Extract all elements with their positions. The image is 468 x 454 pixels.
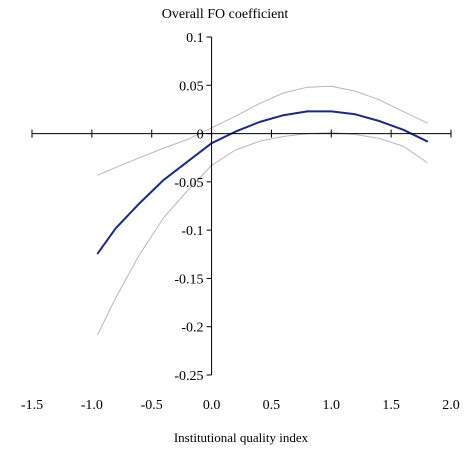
x-tick-label: 0.5: [263, 398, 281, 413]
x-tick-label: 1.5: [382, 398, 400, 413]
y-tick-label: -0.25: [174, 369, 203, 384]
y-tick-label: 0: [197, 128, 204, 143]
chart-title: Overall FO coefficient: [162, 7, 289, 22]
x-tick-label: -0.5: [141, 398, 163, 413]
series-layer: [96, 85, 429, 335]
y-tick-label: -0.15: [174, 272, 203, 287]
series-line-estimate: [96, 110, 429, 255]
tick-layer: -1.5 -1.0 -0.5 0.0 0.5 1.0 1.5 2.0 0.1 0.05 0 -0.05…: [21, 31, 460, 413]
x-tick-label: -1.0: [81, 398, 103, 413]
y-tick-label: -0.2: [181, 321, 203, 336]
axis-layer: [32, 37, 451, 375]
y-tick-label: -0.05: [174, 176, 203, 191]
x-axis-label: Institutional quality index: [174, 430, 309, 445]
x-tick-label: 2.0: [442, 398, 460, 413]
y-tick-label: 0.05: [179, 79, 204, 94]
x-tick-label: 0.0: [203, 398, 221, 413]
series-line-lower-bound: [97, 132, 428, 335]
x-tick-label: 1.0: [323, 398, 341, 413]
series-line-upper-bound: [97, 85, 428, 176]
x-tick-label: -1.5: [21, 398, 43, 413]
y-tick-label: -0.1: [181, 224, 203, 239]
y-tick-label: 0.1: [186, 31, 204, 46]
